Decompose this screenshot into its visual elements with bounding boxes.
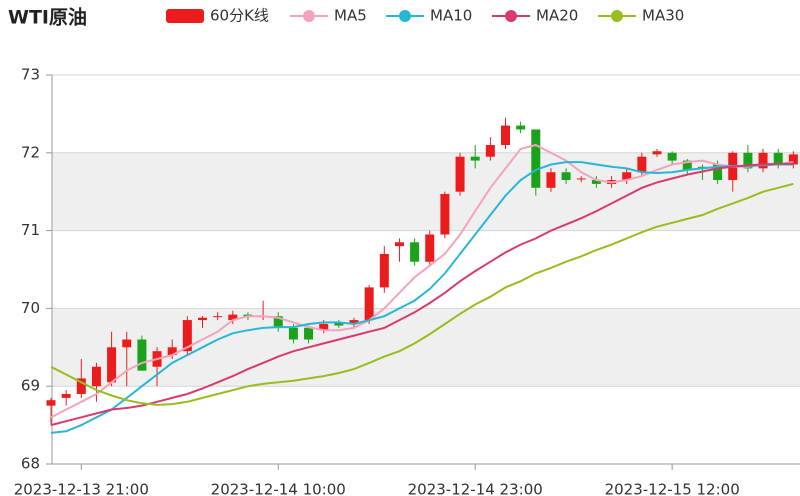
candle-body <box>304 327 314 340</box>
candle-body <box>61 393 71 398</box>
legend-label: MA30 <box>642 7 684 25</box>
candle-body <box>410 242 420 262</box>
x-tick-label: 2023-12-15 12:00 <box>605 481 740 496</box>
x-tick-label: 2023-12-13 21:00 <box>14 481 149 496</box>
candle-body <box>91 366 101 387</box>
ma-line <box>50 143 794 419</box>
legend-swatch <box>303 10 315 22</box>
candle-body <box>773 152 783 165</box>
legend-swatch <box>505 10 517 22</box>
candle-body <box>440 194 450 235</box>
legend-label: MA5 <box>334 7 367 25</box>
candle-body <box>516 125 526 130</box>
grid-band <box>52 152 800 231</box>
x-tick-label: 2023-12-14 10:00 <box>211 481 346 496</box>
candle-body <box>470 156 480 161</box>
legend-swatch <box>166 9 204 23</box>
candle-body <box>561 172 571 181</box>
chart-title: WTI原油 <box>8 7 87 29</box>
candle-body <box>198 317 207 321</box>
candle-body <box>576 178 586 180</box>
candle-body <box>213 316 223 318</box>
candle-body <box>758 152 768 169</box>
candle-body <box>788 154 798 165</box>
candle-body <box>591 180 601 184</box>
candle-body <box>76 378 86 394</box>
candle-body <box>288 327 298 340</box>
candle-body <box>485 145 495 157</box>
candle-body <box>667 152 677 161</box>
candle-body <box>228 314 238 321</box>
candle-body <box>455 156 465 192</box>
candle-body <box>364 287 374 321</box>
candle-body <box>622 172 632 181</box>
candle-body <box>273 316 283 328</box>
y-tick-label: 72 <box>21 143 40 161</box>
candle-body <box>46 400 56 406</box>
ma-line <box>50 182 794 406</box>
candle-body <box>501 125 510 146</box>
x-tick-label: 2023-12-14 23:00 <box>408 481 543 496</box>
candle-body <box>652 151 662 155</box>
candle-body <box>425 234 435 262</box>
legend-swatch <box>399 10 411 22</box>
y-tick-label: 69 <box>21 377 40 395</box>
legend-label: MA10 <box>430 7 472 25</box>
candle-body <box>319 323 329 331</box>
candle-body <box>349 320 359 324</box>
ma-line <box>50 162 794 427</box>
candle-body <box>334 322 344 326</box>
legend-label: MA20 <box>536 7 578 25</box>
legend-swatch <box>611 10 623 22</box>
y-tick-label: 68 <box>21 455 40 473</box>
candle-body <box>546 172 556 188</box>
candle-body <box>379 253 389 288</box>
candle-body <box>167 347 177 356</box>
candle-body <box>182 320 192 352</box>
legend-label: 60分K线 <box>210 7 269 25</box>
grid-band <box>52 308 800 387</box>
candle-body <box>637 156 647 173</box>
y-tick-label: 70 <box>21 299 40 317</box>
candle-body <box>713 164 723 181</box>
candle-body <box>531 129 541 188</box>
ma-line <box>50 161 794 434</box>
candle-body <box>107 347 117 383</box>
candle-body <box>743 152 753 169</box>
y-tick-label: 71 <box>21 221 40 239</box>
candle-body <box>394 242 404 247</box>
y-tick-label: 73 <box>21 66 40 84</box>
candle-body <box>122 339 132 348</box>
candle-body <box>137 339 147 371</box>
candle-body <box>682 160 692 170</box>
